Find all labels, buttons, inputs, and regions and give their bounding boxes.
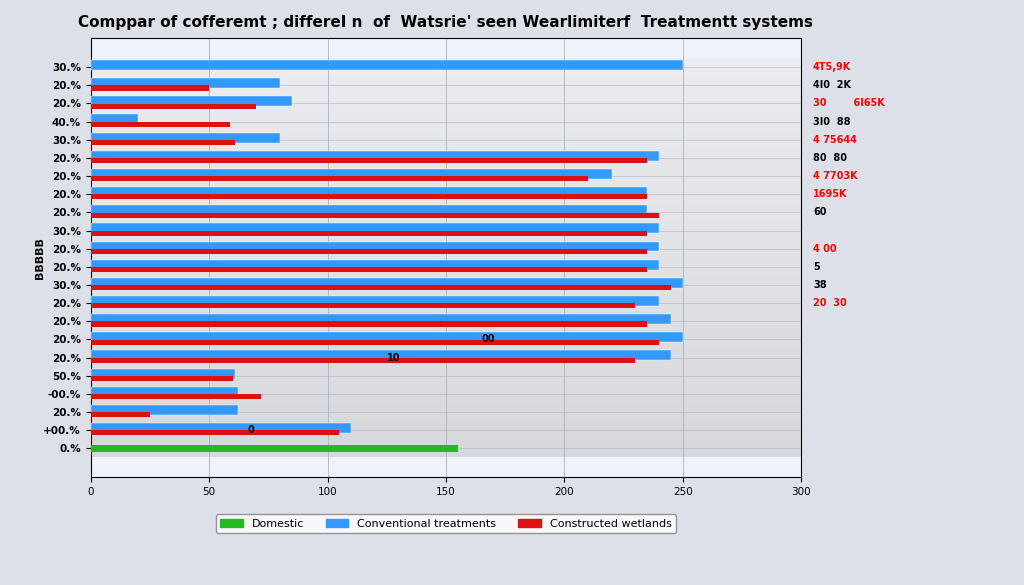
- Bar: [91, 204, 801, 222]
- Bar: [91, 276, 801, 294]
- Bar: [91, 140, 236, 145]
- Bar: [91, 331, 801, 349]
- Bar: [91, 104, 256, 109]
- Bar: [91, 349, 801, 367]
- Bar: [91, 367, 801, 385]
- Bar: [91, 439, 801, 457]
- Bar: [91, 285, 671, 290]
- Bar: [91, 394, 261, 399]
- Bar: [91, 387, 238, 397]
- Bar: [91, 151, 659, 161]
- Bar: [91, 205, 647, 215]
- Text: 38: 38: [813, 280, 826, 290]
- Bar: [91, 267, 647, 272]
- Bar: [91, 445, 458, 452]
- Bar: [91, 322, 647, 326]
- Bar: [91, 158, 647, 163]
- Bar: [91, 223, 659, 233]
- Bar: [91, 350, 671, 360]
- Bar: [91, 249, 647, 254]
- Text: 4I0  2K: 4I0 2K: [813, 80, 851, 90]
- Text: 3I0  88: 3I0 88: [813, 116, 851, 126]
- Bar: [91, 431, 339, 435]
- Text: 80  80: 80 80: [813, 153, 847, 163]
- Bar: [91, 332, 683, 342]
- Bar: [91, 112, 801, 130]
- Text: 60: 60: [813, 207, 826, 218]
- Bar: [91, 242, 659, 252]
- Bar: [91, 222, 801, 240]
- Bar: [91, 76, 801, 94]
- Bar: [91, 296, 659, 306]
- Bar: [91, 278, 683, 288]
- Bar: [91, 340, 659, 345]
- Bar: [91, 176, 588, 181]
- Bar: [91, 122, 230, 127]
- Bar: [91, 369, 236, 378]
- Bar: [91, 169, 611, 179]
- Bar: [91, 85, 209, 91]
- Bar: [91, 97, 292, 106]
- Legend: Domestic, Conventional treatments, Constructed wetlands: Domestic, Conventional treatments, Const…: [216, 514, 676, 534]
- Bar: [91, 260, 659, 270]
- Text: 0: 0: [247, 425, 254, 435]
- Bar: [91, 258, 801, 276]
- Bar: [91, 314, 671, 324]
- Bar: [91, 58, 801, 76]
- Bar: [91, 412, 150, 417]
- Text: 30        6I65K: 30 6I65K: [813, 98, 885, 108]
- Text: 5: 5: [813, 262, 820, 272]
- Text: 20  30: 20 30: [813, 298, 847, 308]
- Bar: [91, 212, 659, 218]
- Text: 1695K: 1695K: [813, 189, 848, 199]
- Title: Comppar of cofferemt ; differeI n  of  Watsrie' seen Wearlimiterf  Treatmentt sy: Comppar of cofferemt ; differeI n of Wat…: [79, 15, 813, 30]
- Bar: [91, 385, 801, 403]
- Text: 00: 00: [481, 335, 495, 345]
- Bar: [91, 312, 801, 331]
- Text: 4 75644: 4 75644: [813, 135, 857, 144]
- Bar: [91, 130, 801, 149]
- Text: 4T5,9K: 4T5,9K: [813, 62, 851, 72]
- Bar: [91, 60, 683, 70]
- Bar: [91, 405, 238, 415]
- Bar: [91, 185, 801, 204]
- Bar: [91, 230, 647, 236]
- Bar: [91, 78, 281, 88]
- Bar: [91, 94, 801, 112]
- Bar: [91, 423, 351, 433]
- Bar: [91, 194, 647, 199]
- Text: 10: 10: [387, 353, 400, 363]
- Bar: [91, 240, 801, 258]
- Bar: [91, 149, 801, 167]
- Bar: [91, 403, 801, 421]
- Bar: [91, 376, 232, 381]
- Bar: [91, 421, 801, 439]
- Bar: [91, 294, 801, 312]
- Bar: [91, 187, 647, 197]
- Text: 4 00: 4 00: [813, 244, 837, 254]
- Bar: [91, 115, 138, 125]
- Bar: [91, 303, 635, 308]
- Text: 4 7703K: 4 7703K: [813, 171, 858, 181]
- Bar: [91, 133, 281, 143]
- Bar: [91, 167, 801, 185]
- Bar: [91, 358, 635, 363]
- Y-axis label: BBBBB: BBBBB: [36, 237, 45, 278]
